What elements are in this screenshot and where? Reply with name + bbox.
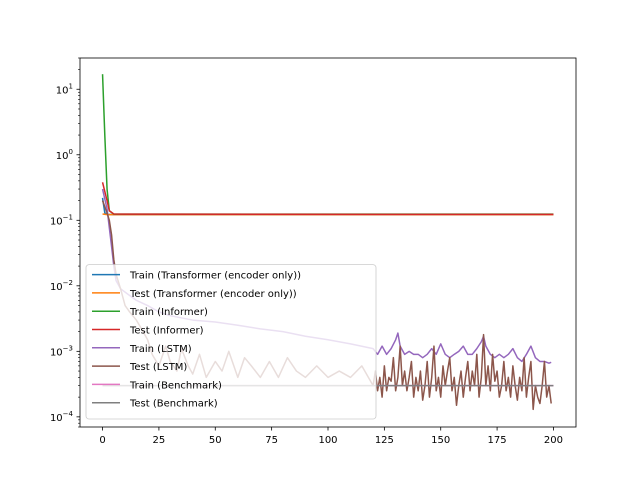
y-tick-label: 10−1: [50, 213, 73, 227]
x-tick-label: 75: [265, 435, 278, 446]
x-tick-label: 125: [375, 435, 394, 446]
series-line-2: [101, 74, 554, 215]
x-tick-label: 150: [431, 435, 450, 446]
legend: Train (Transformer (encoder only)) Test (…: [85, 264, 377, 420]
y-tick-label: 101: [56, 82, 73, 96]
y-tick-label: 100: [56, 148, 73, 162]
x-tick-label: 50: [209, 435, 222, 446]
y-tick-label: 10−3: [50, 344, 73, 358]
legend-label-5: Test (LSTM): [129, 362, 187, 373]
x-tick-label: 0: [99, 435, 105, 446]
legend-label-4: Train (LSTM): [129, 344, 192, 355]
y-tick-label: 10−4: [50, 410, 74, 424]
legend-label-0: Train (Transformer (encoder only)): [129, 271, 301, 282]
legend-label-3: Test (Informer): [129, 326, 204, 337]
legend-label-6: Train (Benchmark): [129, 380, 222, 391]
x-tick-label: 25: [153, 435, 166, 446]
x-tick-label: 200: [544, 435, 563, 446]
legend-label-7: Test (Benchmark): [129, 399, 218, 410]
x-tick-label: 100: [318, 435, 337, 446]
legend-box: [85, 264, 377, 420]
x-tick-label: 175: [488, 435, 507, 446]
axis-ticks: 0 25 50 75 100 125 150 175 200 10−4 10−3 10−2 10−1 10…: [50, 57, 563, 446]
y-tick-label: 10−2: [50, 279, 73, 293]
legend-label-1: Test (Transformer (encoder only)): [129, 289, 297, 300]
series-line-0: [101, 197, 554, 216]
legend-label-2: Train (Informer): [129, 307, 208, 318]
series-line-3: [101, 182, 554, 216]
